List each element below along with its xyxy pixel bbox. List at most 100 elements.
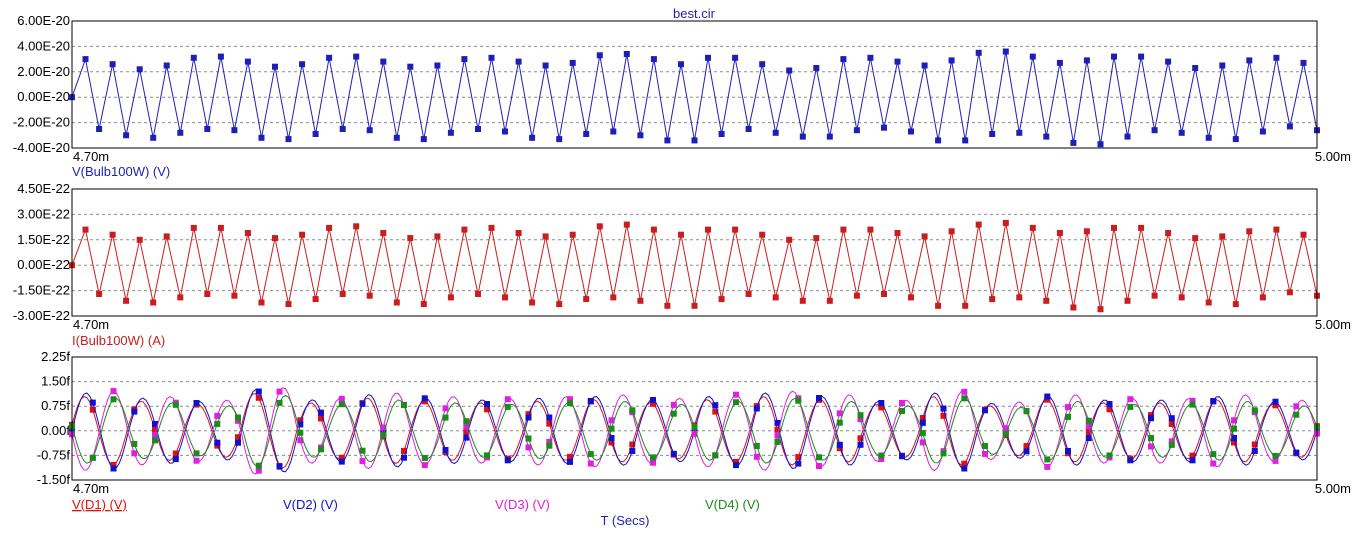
figure-title: best.cir (673, 6, 716, 21)
data-point (1124, 297, 1131, 304)
data-point (1286, 123, 1293, 130)
data-point (583, 296, 590, 303)
data-point (733, 462, 739, 469)
data-point (799, 133, 806, 140)
x-tick-labels: 4.70m 5.00m (73, 481, 1351, 496)
data-point (255, 462, 262, 469)
data-point (637, 132, 644, 139)
x-tick-label-start: 4.70m (73, 481, 109, 496)
data-point (401, 447, 407, 454)
data-point (338, 395, 345, 402)
data-point (718, 296, 725, 303)
data-point (989, 131, 996, 137)
data-point (131, 450, 138, 457)
plot-panel-diode-voltages: 2.25f 1.50f 0.75f 0.00f -0.75f -1.50f 4.70m 5.… (37, 349, 1351, 512)
data-point (1210, 460, 1217, 467)
data-point (718, 131, 725, 137)
data-point (136, 66, 143, 73)
trace-i-bulb100w-a (71, 222, 1318, 310)
data-point (753, 405, 760, 412)
markers-v-bulb100w-v (69, 48, 1320, 148)
data-point (1168, 421, 1175, 427)
data-point (975, 49, 982, 56)
data-point (1259, 128, 1266, 135)
data-point (836, 419, 843, 426)
data-point (878, 452, 885, 459)
data-point (857, 435, 864, 442)
data-point (299, 61, 306, 68)
data-point (366, 292, 373, 299)
data-point (504, 396, 511, 403)
data-point (172, 450, 179, 457)
data-point (1127, 403, 1134, 410)
data-point (152, 421, 158, 427)
series-traces (69, 48, 1320, 148)
data-point (857, 416, 864, 423)
data-point (214, 439, 221, 446)
data-point (569, 231, 576, 238)
data-point (899, 400, 905, 406)
data-point (816, 395, 822, 401)
data-point (878, 400, 885, 406)
data-point (1219, 233, 1226, 240)
data-point (1219, 62, 1226, 69)
data-point (961, 395, 968, 402)
data-point (629, 407, 636, 414)
data-point (1056, 59, 1063, 66)
data-point (836, 445, 843, 452)
data-point (1016, 129, 1023, 136)
data-point (1056, 230, 1063, 236)
data-point (1070, 139, 1077, 146)
data-point (214, 412, 221, 419)
data-point (786, 67, 793, 74)
data-point (940, 450, 947, 457)
data-point (908, 294, 914, 301)
data-point (407, 63, 414, 70)
data-point (921, 233, 928, 240)
data-point (961, 465, 968, 472)
data-point (312, 296, 319, 303)
data-point (1085, 423, 1092, 430)
data-point (1251, 441, 1258, 448)
y-tick-label: 0.75f (41, 398, 70, 413)
data-point (502, 128, 508, 135)
data-point (567, 400, 573, 407)
data-point (637, 297, 644, 304)
data-point (1272, 402, 1279, 409)
data-point (712, 452, 719, 459)
data-point (488, 54, 495, 61)
data-point (463, 418, 470, 425)
data-point (670, 410, 677, 417)
data-point (836, 410, 843, 417)
legend-v-d1-v: V(D1) (V) (72, 497, 127, 512)
y-tick-label: 6.00E-20 (17, 13, 70, 28)
data-point (420, 301, 427, 308)
data-point (1111, 224, 1117, 231)
data-point (982, 443, 988, 449)
y-tick-label: 3.00E-22 (17, 206, 70, 221)
plot-frame (71, 356, 1318, 481)
data-point (1002, 425, 1009, 432)
data-point (774, 426, 781, 433)
data-point (475, 126, 481, 132)
data-point (1127, 457, 1134, 464)
data-point (150, 134, 157, 141)
y-tick-label: 2.25f (41, 349, 70, 364)
data-point (110, 388, 117, 395)
data-point (177, 129, 184, 136)
data-point (217, 224, 224, 231)
data-point (110, 465, 117, 472)
data-point (899, 408, 905, 414)
data-point (1127, 396, 1134, 403)
data-point (705, 226, 711, 233)
data-point (826, 133, 833, 140)
data-point (488, 224, 495, 231)
data-point (190, 54, 197, 61)
data-point (691, 427, 698, 434)
data-point (461, 56, 468, 63)
data-point (123, 297, 130, 304)
plot-panel-bulb-current: 4.50E-22 3.00E-22 1.50E-22 0.00E-22 -1.50E-2… (13, 181, 1351, 348)
y-tick-label: -1.50f (37, 472, 71, 487)
data-point (380, 424, 387, 431)
